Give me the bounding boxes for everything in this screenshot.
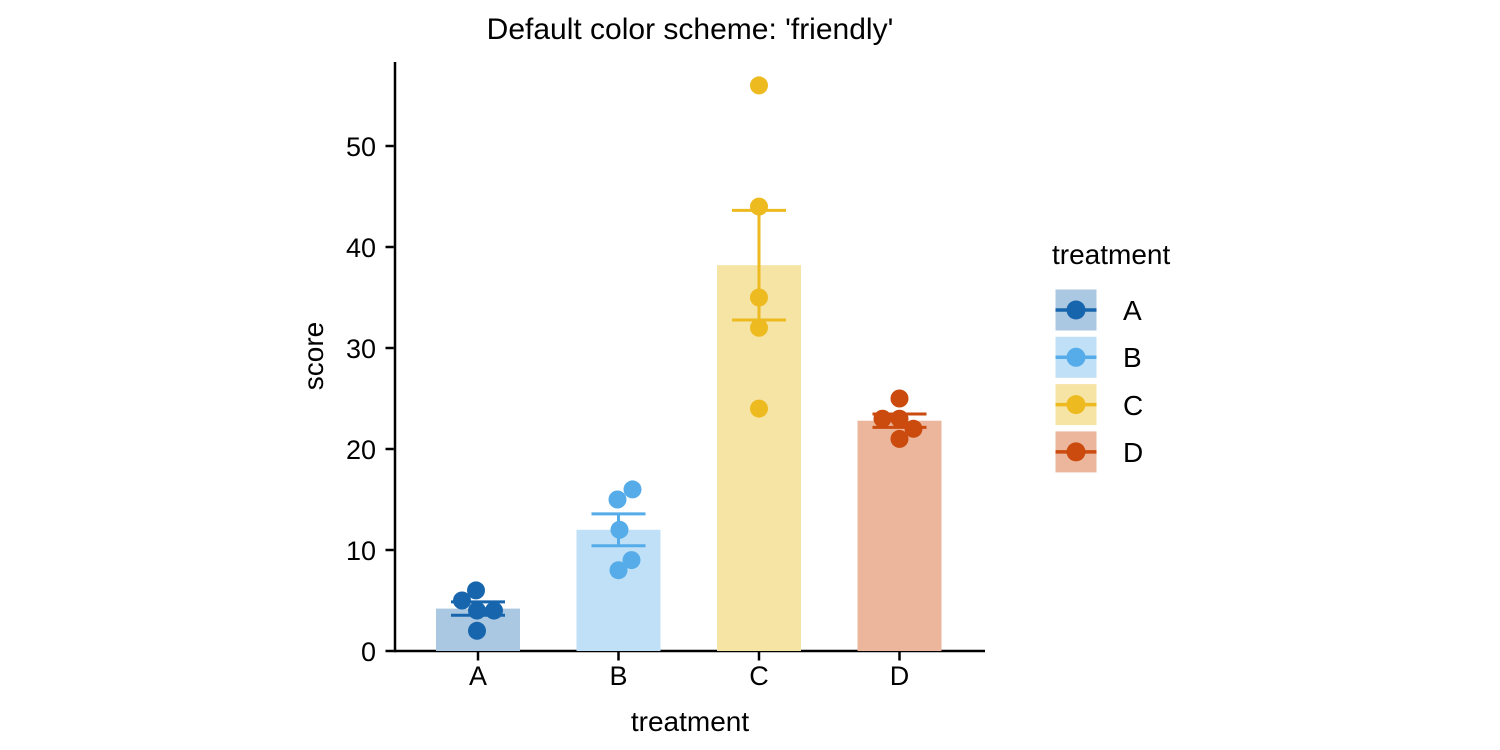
legend-label-D: D xyxy=(1123,436,1144,468)
data-point-D xyxy=(873,409,892,428)
data-point-D xyxy=(890,389,909,408)
legend-title: treatment xyxy=(1052,239,1171,270)
data-point-C xyxy=(750,197,768,216)
legend-label-C: C xyxy=(1123,389,1144,421)
legend-dot-B xyxy=(1066,347,1086,367)
legend-dot-D xyxy=(1066,442,1086,462)
data-point-B xyxy=(609,561,628,580)
x-tick-label-A: A xyxy=(468,661,487,691)
y-tick-label: 40 xyxy=(345,232,376,263)
legend-label-A: A xyxy=(1123,295,1142,326)
x-axis-label: treatment xyxy=(630,706,750,737)
data-point-C xyxy=(750,318,768,337)
data-point-C xyxy=(750,288,768,307)
data-point-B xyxy=(608,490,627,509)
y-tick-label: 30 xyxy=(345,333,376,364)
data-point-D xyxy=(890,429,909,448)
legend-label-B: B xyxy=(1123,342,1142,374)
data-point-B xyxy=(622,551,641,570)
data-point-C xyxy=(750,76,768,95)
data-point-B xyxy=(623,480,642,499)
x-tick-label-D: D xyxy=(889,661,910,691)
data-point-B xyxy=(610,520,629,539)
data-point-D xyxy=(890,409,909,428)
x-tick-label-C: C xyxy=(749,661,769,691)
data-point-A xyxy=(468,621,486,640)
bar-D xyxy=(857,420,942,651)
data-point-C xyxy=(750,399,768,418)
chart-title: Default color scheme: 'friendly' xyxy=(486,13,894,46)
y-tick-label: 0 xyxy=(360,636,376,667)
y-tick-label: 20 xyxy=(345,434,376,465)
y-tick-label: 50 xyxy=(345,131,376,162)
legend-dot-A xyxy=(1066,300,1086,320)
data-point-A xyxy=(468,601,486,620)
data-point-D xyxy=(904,419,923,438)
bar-B xyxy=(576,529,661,651)
legend-dot-C xyxy=(1066,395,1086,415)
data-point-A xyxy=(453,591,471,610)
x-tick-label-B: B xyxy=(609,661,628,691)
y-tick-label: 10 xyxy=(345,535,376,566)
data-point-A xyxy=(467,581,485,600)
data-point-A xyxy=(485,601,503,620)
